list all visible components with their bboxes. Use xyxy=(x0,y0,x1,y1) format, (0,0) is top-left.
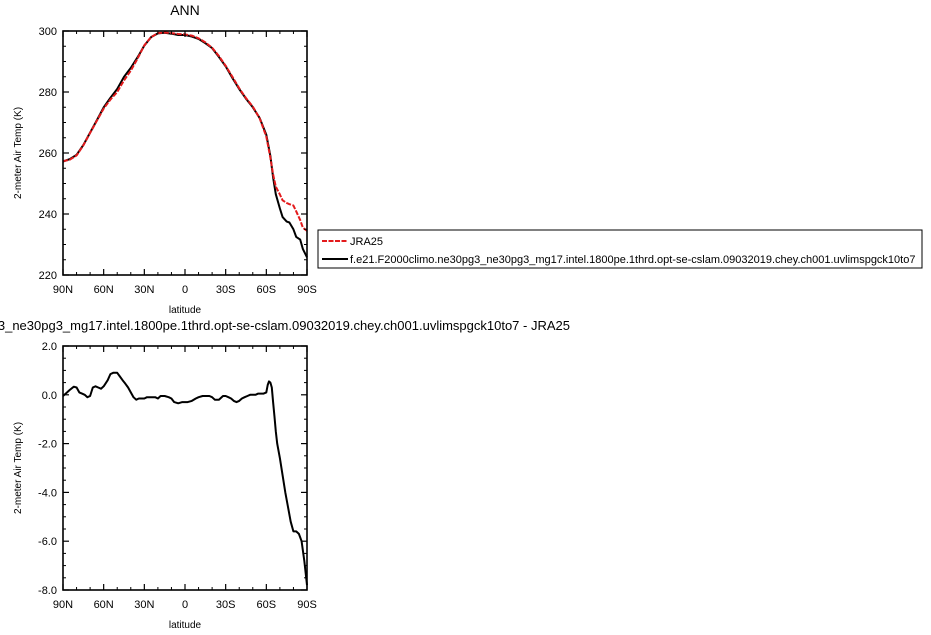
top-xtick-label: 30N xyxy=(134,284,154,296)
top-chart-title: ANN xyxy=(170,2,200,18)
bottom-xtick-label: 90S xyxy=(297,599,317,611)
top-xtick-label: 30S xyxy=(216,284,236,296)
bottom-xtick-label: 0 xyxy=(182,599,188,611)
legend-label-model: f.e21.F2000climo.ne30pg3_ne30pg3_mg17.in… xyxy=(350,254,915,266)
bottom-series-line-0 xyxy=(62,371,308,586)
bottom-xtick-label: 60N xyxy=(94,599,114,611)
bottom-y-axis-label: 2-meter Air Temp (K) xyxy=(13,422,24,514)
bottom-x-ticks: 90N 60N 30N 0 30S 60S 90S xyxy=(53,346,317,611)
top-ytick-label: 240 xyxy=(39,209,57,221)
bottom-xtick-label: 30S xyxy=(216,599,236,611)
bottom-ytick-label: -8.0 xyxy=(38,585,57,597)
bottom-xtick-label: 60S xyxy=(257,599,277,611)
bottom-plot-lines xyxy=(62,371,308,586)
top-xtick-label: 90S xyxy=(297,284,317,296)
top-y-ticks: 220 240 260 280 300 xyxy=(39,26,307,282)
top-x-axis-label: latitude xyxy=(169,305,202,316)
bottom-panel: f.e21.F2000climo.ne30pg3_ne30pg3_mg17.in… xyxy=(0,318,570,631)
bottom-x-axis-label: latitude xyxy=(169,620,202,631)
bottom-ytick-label: 0.0 xyxy=(42,390,57,402)
top-series-line-1 xyxy=(62,31,308,258)
top-xtick-label: 0 xyxy=(182,284,188,296)
top-xtick-label: 60S xyxy=(257,284,277,296)
bottom-chart-title: f.e21.F2000climo.ne30pg3_ne30pg3_mg17.in… xyxy=(0,318,570,333)
legend-box xyxy=(317,229,923,269)
top-xtick-label: 60N xyxy=(94,284,114,296)
legend: JRA25 f.e21.F2000climo.ne30pg3_ne30pg3_m… xyxy=(317,229,923,269)
top-xtick-label: 90N xyxy=(53,284,73,296)
top-plot-lines xyxy=(62,31,308,258)
legend-label-jra25: JRA25 xyxy=(350,236,383,248)
bottom-xtick-label: 90N xyxy=(53,599,73,611)
top-y-axis-label: 2-meter Air Temp (K) xyxy=(13,107,24,199)
top-ytick-label: 300 xyxy=(39,26,57,38)
top-ytick-label: 280 xyxy=(39,87,57,99)
bottom-ytick-label: 2.0 xyxy=(42,341,57,353)
bottom-ytick-label: -2.0 xyxy=(38,439,57,451)
bottom-y-ticks: 2.0 0.0 -2.0 -4.0 -6.0 -8.0 xyxy=(38,341,307,597)
bottom-ytick-label: -6.0 xyxy=(38,536,57,548)
bottom-ytick-label: -4.0 xyxy=(38,487,57,499)
top-series-line-0 xyxy=(62,31,308,232)
bottom-xtick-label: 30N xyxy=(134,599,154,611)
top-ytick-label: 260 xyxy=(39,148,57,160)
top-x-ticks: 90N 60N 30N 0 30S 60S 90S xyxy=(53,31,317,296)
top-ytick-label: 220 xyxy=(39,270,57,282)
